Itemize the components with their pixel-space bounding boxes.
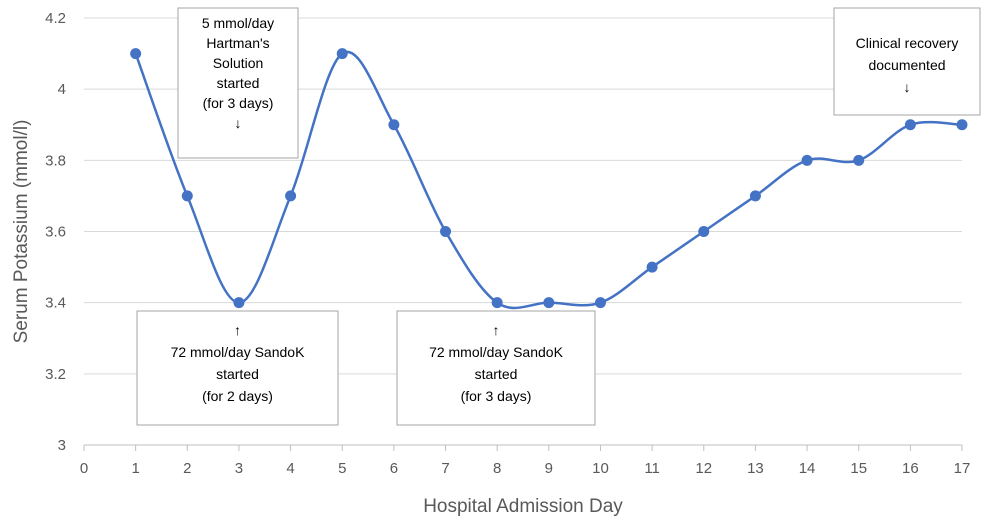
x-tick-label: 11 [644,460,660,477]
annotation-text: Hartman's [206,35,269,51]
data-point [904,119,916,131]
y-tick-label: 3.4 [45,295,66,312]
data-point [698,226,710,237]
x-tick-label: 1 [131,460,139,477]
axes: 33.23.43.63.844.20 1 2 3 4 5 6 7 8 9 10 11 12 13 14 15 1… [45,10,970,477]
y-tick-label: 3.8 [45,152,66,169]
x-tick-label: 6 [390,460,398,477]
x-tick-label: 2 [183,460,191,477]
annotation-arrow: ↓ [904,79,911,95]
annotation-arrow: ↑ [234,322,241,338]
y-tick-label: 3.6 [45,224,66,241]
x-tick-label: 7 [441,460,449,477]
data-point [956,119,968,131]
annotation-frame [177,7,299,159]
x-tick-label: 15 [850,460,867,477]
annotation-text: 72 mmol/day SandoK [171,344,306,360]
data-point [336,48,348,60]
x-tick-label: 13 [747,460,764,477]
annotation-text: 72 mmol/day SandoK [429,344,564,360]
x-tick-label: 9 [545,460,553,477]
y-tick-label: 3.2 [45,366,66,383]
annotation-box-4: Clinical recovery documented ↓ [833,7,981,116]
annotation-box-1: 5 mmol/day Hartman's Solution started (for 3… [177,7,299,159]
annotation-text: started [216,366,259,382]
annotation-text: (for 3 days) [203,95,274,111]
x-tick-label: 17 [954,460,971,477]
series [130,48,968,310]
x-tick-label: 10 [592,460,609,477]
y-tick-label: 4.2 [45,10,66,27]
annotation-frame [396,310,596,426]
y-axis-title: Serum Potassium (mmol/l) [11,120,32,344]
annotation-text: started [217,75,260,91]
annotation-text: Clinical recovery [856,35,959,51]
annotation-text: started [475,366,518,382]
x-tick-label: 4 [286,460,294,477]
x-tick-label: 16 [902,460,919,477]
data-point [646,261,658,273]
annotation-box-2: ↑ 72 mmol/day SandoK started (for 2 days) [136,310,339,426]
annotation-text: Solution [213,55,264,71]
data-point [440,226,452,237]
data-point [233,297,245,309]
annotation-text: documented [868,57,945,73]
data-point [130,48,142,60]
data-point [749,190,761,202]
annotation-text: (for 3 days) [461,388,532,404]
annotation-text: (for 2 days) [202,388,273,404]
x-tick-label: 12 [695,460,712,477]
annotation-frame [136,310,339,426]
x-tick-label: 0 [80,460,88,477]
data-point [853,154,865,166]
annotation-arrow: ↓ [235,115,242,131]
y-tick-label: 4 [58,81,66,98]
data-point [388,119,400,131]
annotation-box-3: ↑ 72 mmol/day SandoK started (for 3 days) [396,310,596,426]
data-point [543,297,555,309]
x-tick-label: 3 [235,460,243,477]
data-point [801,154,813,166]
x-tick-label: 14 [799,460,816,477]
data-point [181,190,193,202]
annotation-text: 5 mmol/day [202,15,274,31]
data-point [594,297,606,309]
x-axis-title: Hospital Admission Day [423,496,623,517]
x-tick-label: 8 [493,460,501,477]
annotation-frame [833,7,981,116]
x-tick-label: 5 [338,460,346,477]
annotations: 5 mmol/day Hartman's Solution started (for 3… [136,7,981,426]
annotation-arrow: ↑ [493,322,500,338]
y-tick-label: 3 [58,437,66,454]
data-point [285,190,297,202]
data-point [491,297,503,309]
